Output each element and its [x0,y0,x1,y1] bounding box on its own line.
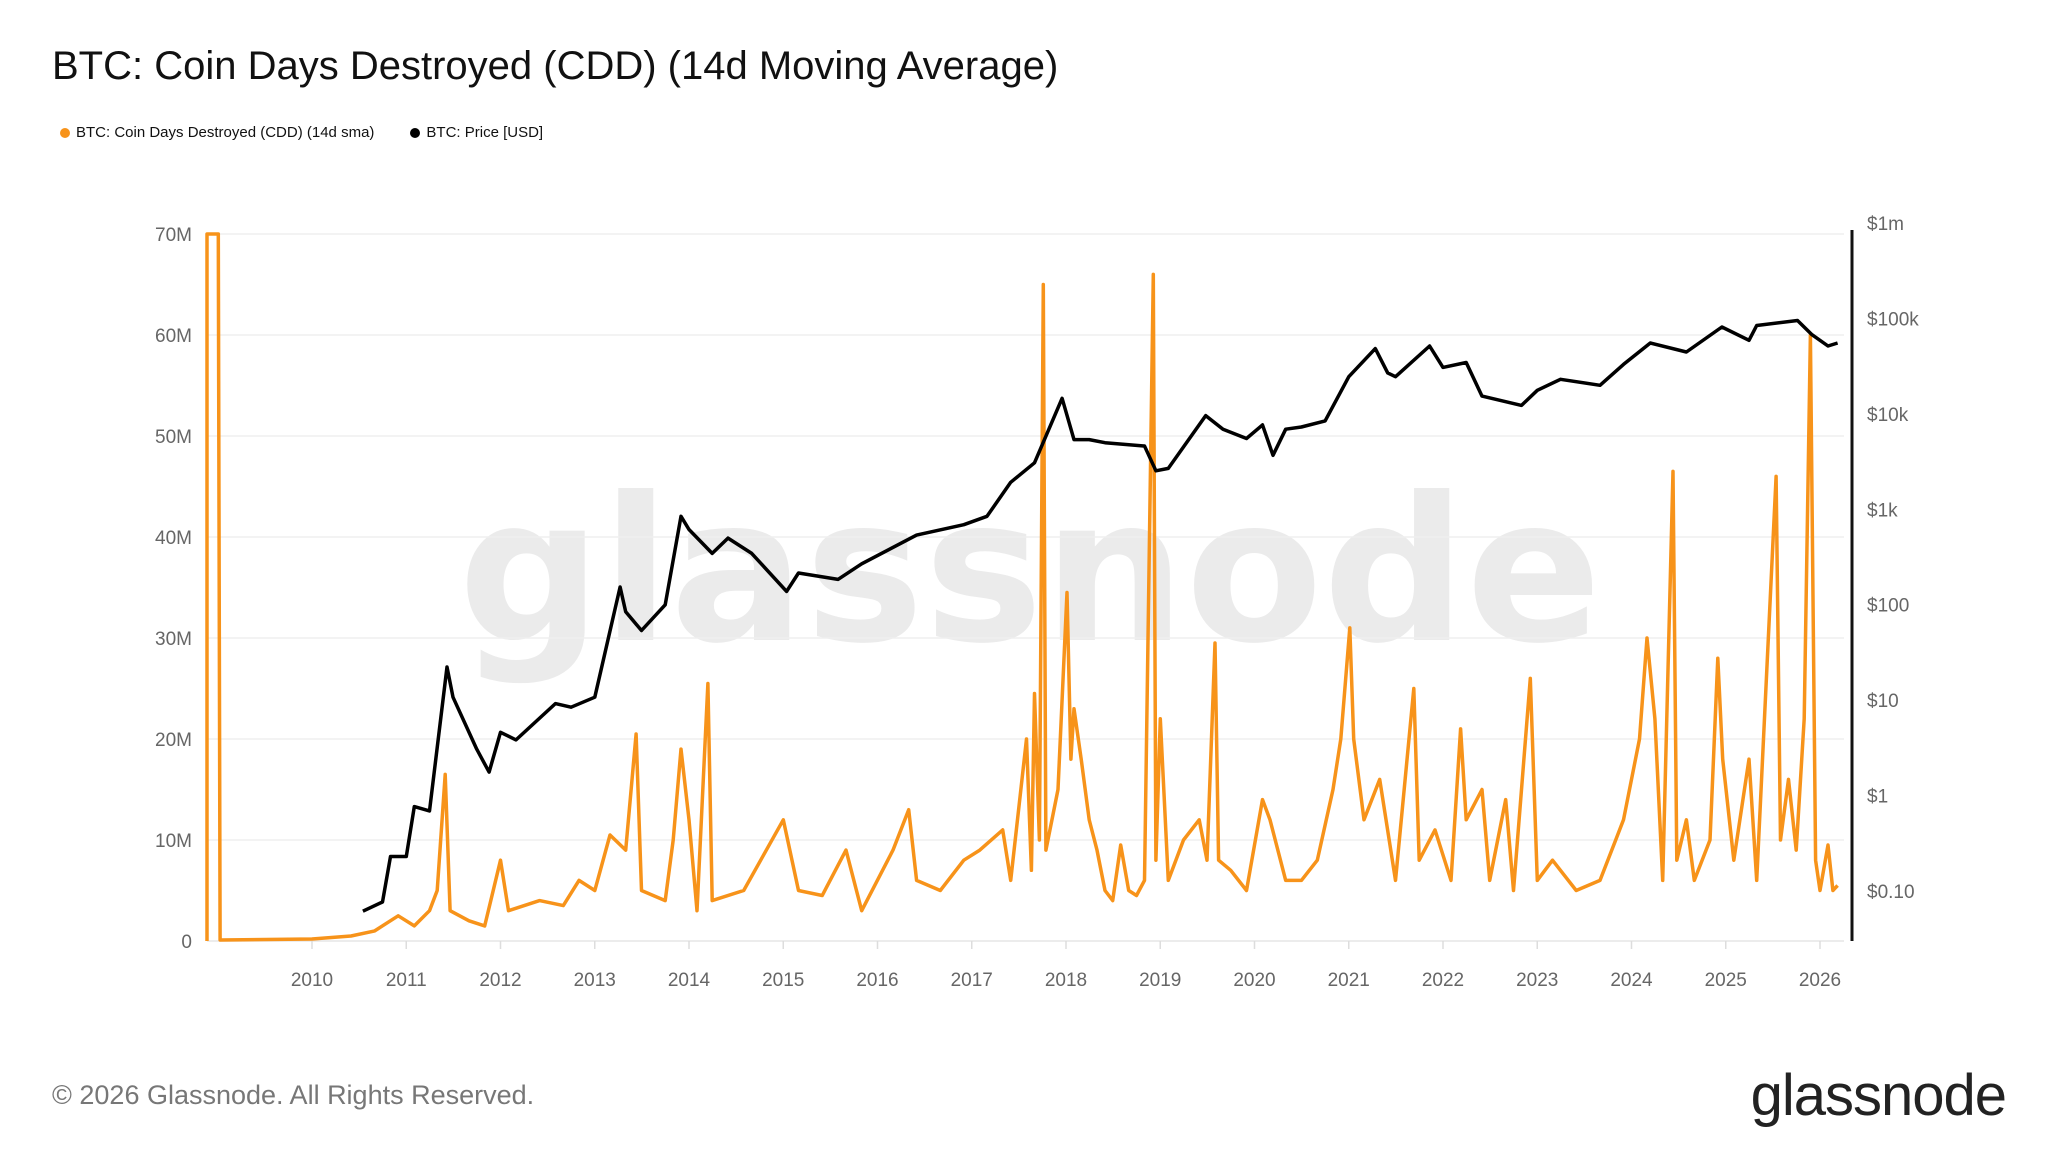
x-tick-label: 2015 [762,970,804,991]
y-right-tick-label: $0.10 [1867,882,1915,903]
x-tick-label: 2013 [574,970,616,991]
y-left-tick-label: 0 [181,932,192,953]
series-line-cdd [205,232,1839,942]
x-tick-label: 2021 [1328,970,1370,991]
y-right-tick-label: $100k [1867,309,1919,330]
x-tick-label: 2014 [668,970,711,991]
legend-dot-orange-icon [60,127,70,138]
x-tick-label: 2022 [1422,970,1464,991]
x-tick-label: 2019 [1139,970,1181,991]
x-tick-label: 2016 [856,970,898,991]
x-tick-label: 2010 [291,970,333,991]
x-tick-label: 2012 [479,970,521,991]
y-right-tick-label: $100 [1867,596,1909,617]
x-tick-label: 2024 [1610,970,1653,991]
legend-dot-black-icon [410,127,421,138]
legend-label-cdd: BTC: Coin Days Destroyed (CDD) (14d sma) [76,124,375,141]
y-left-tick-label: 30M [155,629,192,650]
copyright-text: © 2026 Glassnode. All Rights Reserved. [52,1080,535,1110]
y-left-tick-label: 70M [155,225,192,246]
y-right-tick-label: $1m [1867,214,1904,235]
y-left-tick-label: 40M [155,528,192,549]
x-tick-label: 2017 [951,970,993,991]
y-left-tick-label: 10M [155,831,192,852]
glassnode-logo[interactable]: glassnode [1750,1063,2007,1128]
legend-item-cdd[interactable]: BTC: Coin Days Destroyed (CDD) (14d sma) [60,124,374,141]
y-right-tick-label: $1 [1867,787,1888,808]
watermark: glassnode [458,455,1601,688]
legend-label-price: BTC: Price [USD] [426,124,544,141]
y-right-tick-label: $10k [1867,405,1909,426]
y-right-tick-label: $1k [1867,500,1898,521]
y-left-tick-label: 60M [155,326,192,347]
x-tick-label: 2018 [1045,970,1087,991]
y-right-tick-label: $10 [1867,691,1899,712]
legend-item-price[interactable]: BTC: Price [USD] [410,124,543,141]
x-tick-label: 2020 [1233,970,1275,991]
x-tick-label: 2023 [1516,970,1558,991]
y-left-tick-label: 50M [155,427,192,448]
x-tick-label: 2026 [1799,970,1841,991]
x-tick-label: 2011 [386,970,427,991]
y-left-tick-label: 20M [155,730,192,751]
chart-title: BTC: Coin Days Destroyed (CDD) (14d Movi… [52,44,1059,88]
legend: BTC: Coin Days Destroyed (CDD) (14d sma)… [60,124,543,141]
x-tick-label: 2025 [1705,970,1747,991]
series-line-price [362,318,1839,913]
